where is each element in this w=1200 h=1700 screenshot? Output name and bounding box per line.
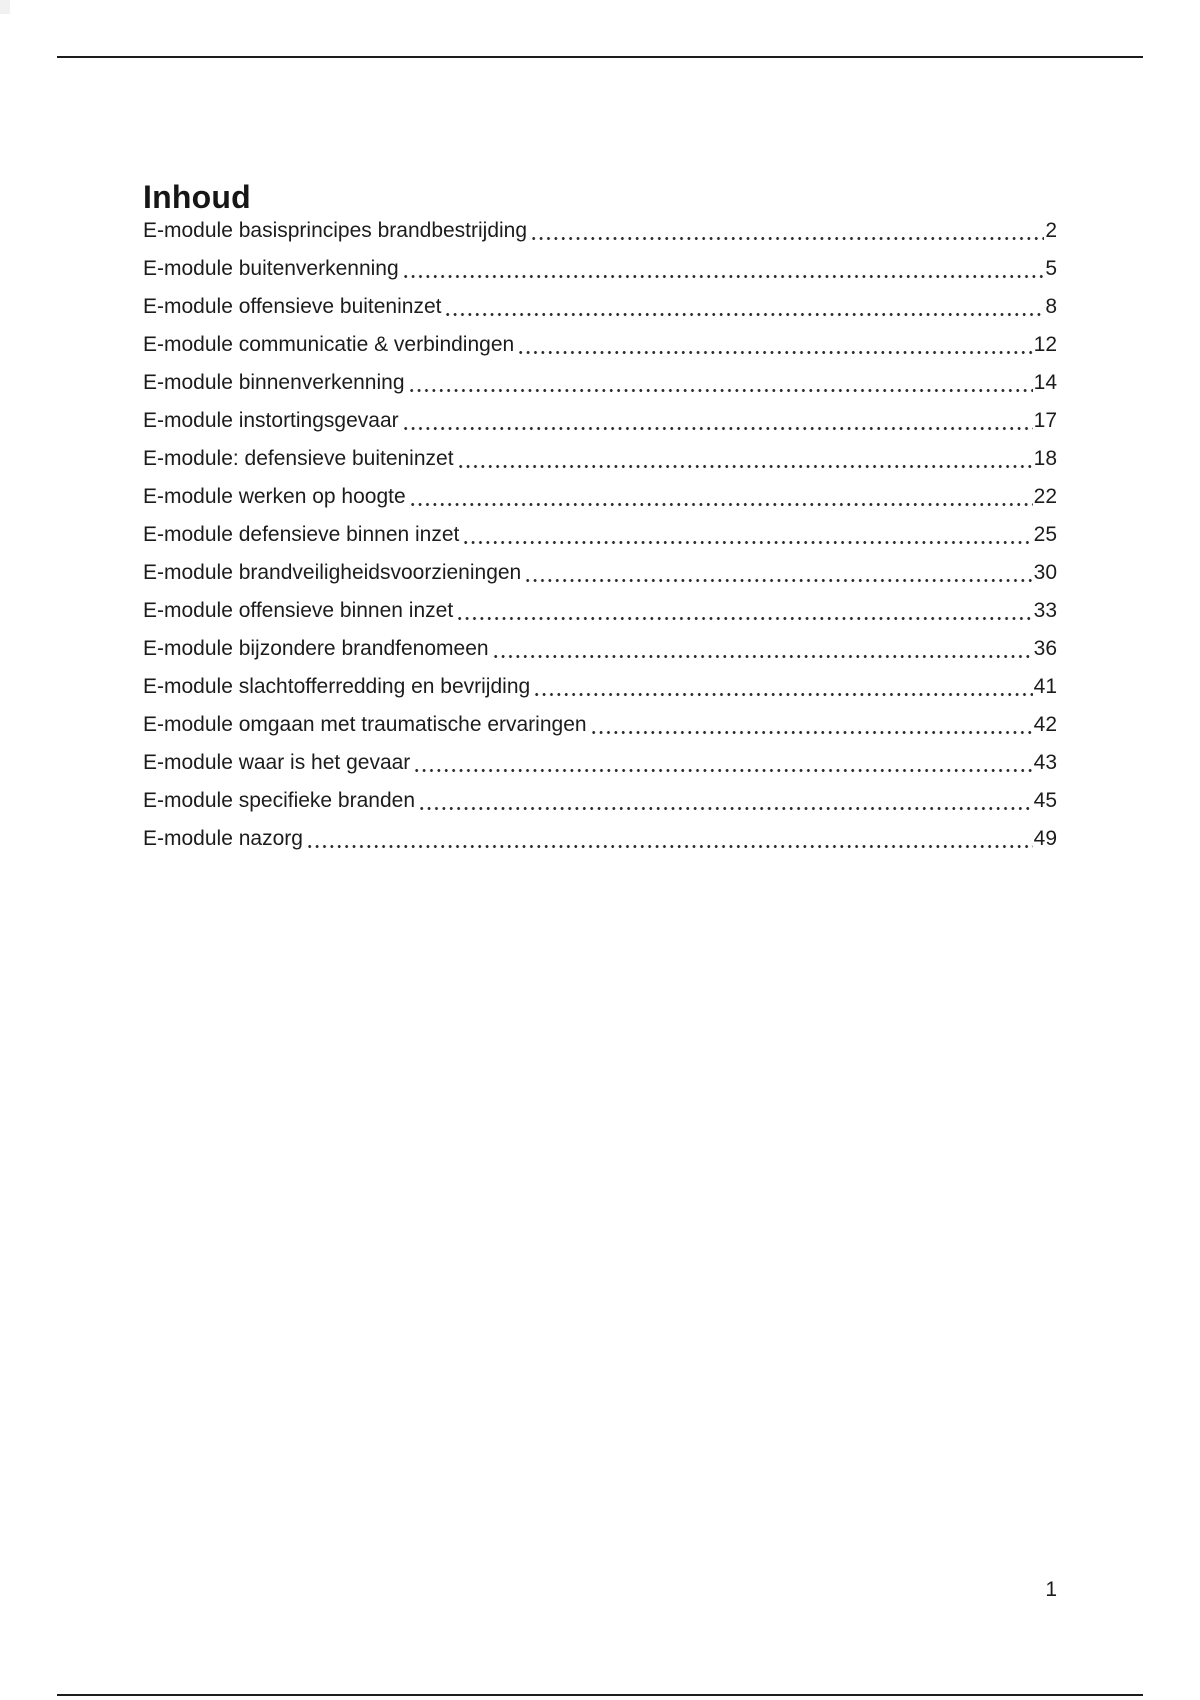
toc-entry-row: E-module nazorg 49: [143, 820, 1057, 858]
toc-entry-row: E-module: defensieve buiteninzet 18: [143, 440, 1057, 478]
toc-entry-page-number: 17: [1033, 409, 1057, 432]
dot-leader: [399, 402, 1033, 440]
toc-entry-title: E-module offensieve binnen inzet: [143, 599, 454, 622]
scan-artifact: [0, 0, 10, 14]
toc-entry-row: E-module binnenverkenning 14: [143, 364, 1057, 402]
toc-entry-page-number: 30: [1033, 561, 1057, 584]
toc-entry-page-number: 49: [1033, 827, 1057, 850]
dot-leader: [515, 326, 1033, 364]
toc-entry-page-number: 22: [1033, 485, 1057, 508]
toc-entry-row: E-module buitenverkenning 5: [143, 250, 1057, 288]
toc-entry-row: E-module basisprincipes brandbestrijding…: [143, 212, 1057, 250]
toc-entry-page-number: 36: [1033, 637, 1057, 660]
toc-entry-page-number: 43: [1033, 751, 1057, 774]
toc-entry-title: E-module: defensieve buiteninzet: [143, 447, 454, 470]
toc-entry-row: E-module offensieve binnen inzet 33: [143, 592, 1057, 630]
toc-entry-row: E-module waar is het gevaar 43: [143, 744, 1057, 782]
toc-entry-title: E-module bijzondere brandfenomeen: [143, 637, 489, 660]
dot-leader: [528, 212, 1045, 250]
toc-entry-title: E-module waar is het gevaar: [143, 751, 411, 774]
toc-entry-page-number: 25: [1033, 523, 1057, 546]
toc-entry-title: E-module offensieve buiteninzet: [143, 295, 442, 318]
toc-entry-page-number: 14: [1033, 371, 1057, 394]
dot-leader: [442, 288, 1045, 326]
toc-entry-row: E-module omgaan met traumatische ervarin…: [143, 706, 1057, 744]
dot-leader: [405, 364, 1033, 402]
toc-entry-title: E-module basisprincipes brandbestrijding: [143, 219, 528, 242]
dot-leader: [531, 668, 1033, 706]
dot-leader: [406, 478, 1033, 516]
dot-leader: [411, 744, 1033, 782]
toc-entry-title: E-module slachtofferredding en bevrijdin…: [143, 675, 531, 698]
footer-page-number: 1: [1045, 1578, 1057, 1601]
dot-leader: [454, 440, 1033, 478]
dot-leader: [416, 782, 1033, 820]
toc-entry-row: E-module brandveiligheidsvoorzieningen 3…: [143, 554, 1057, 592]
toc-entry-row: E-module communicatie & verbindingen 12: [143, 326, 1057, 364]
toc-entry-title: E-module binnenverkenning: [143, 371, 405, 394]
toc-entry-page-number: 5: [1045, 257, 1057, 280]
toc-entry-row: E-module instortingsgevaar 17: [143, 402, 1057, 440]
toc-entry-title: E-module omgaan met traumatische ervarin…: [143, 713, 587, 736]
toc-entry-page-number: 41: [1033, 675, 1057, 698]
toc-entry-title: E-module instortingsgevaar: [143, 409, 399, 432]
toc-entry-title: E-module werken op hoogte: [143, 485, 406, 508]
bottom-divider-rule: [57, 1694, 1143, 1696]
toc-entry-title: E-module communicatie & verbindingen: [143, 333, 515, 356]
toc-entry-page-number: 42: [1033, 713, 1057, 736]
toc-entry-title: E-module buitenverkenning: [143, 257, 399, 280]
toc-entry-title: E-module nazorg: [143, 827, 303, 850]
toc-list: E-module basisprincipes brandbestrijding…: [143, 212, 1057, 858]
toc-entry-page-number: 12: [1033, 333, 1057, 356]
toc-entry-page-number: 33: [1033, 599, 1057, 622]
dot-leader: [522, 554, 1033, 592]
toc-entry-row: E-module bijzondere brandfenomeen 36: [143, 630, 1057, 668]
toc-entry-page-number: 18: [1033, 447, 1057, 470]
toc-entry-page-number: 2: [1045, 219, 1057, 242]
toc-entry-title: E-module defensieve binnen inzet: [143, 523, 460, 546]
toc-entry-title: E-module brandveiligheidsvoorzieningen: [143, 561, 522, 584]
toc-entry-title: E-module specifieke branden: [143, 789, 415, 812]
dot-leader: [399, 250, 1045, 288]
toc-entry-row: E-module slachtofferredding en bevrijdin…: [143, 668, 1057, 706]
toc-entry-row: E-module specifieke branden 45: [143, 782, 1057, 820]
toc-entry-page-number: 45: [1033, 789, 1057, 812]
top-divider-rule: [57, 56, 1143, 58]
dot-leader: [454, 592, 1033, 630]
dot-leader: [303, 820, 1033, 858]
toc-entry-page-number: 8: [1045, 295, 1057, 318]
dot-leader: [587, 706, 1033, 744]
page-title: Inhoud: [143, 179, 251, 216]
dot-leader: [489, 630, 1033, 668]
toc-entry-row: E-module offensieve buiteninzet 8: [143, 288, 1057, 326]
toc-entry-row: E-module werken op hoogte 22: [143, 478, 1057, 516]
dot-leader: [460, 516, 1033, 554]
toc-entry-row: E-module defensieve binnen inzet 25: [143, 516, 1057, 554]
